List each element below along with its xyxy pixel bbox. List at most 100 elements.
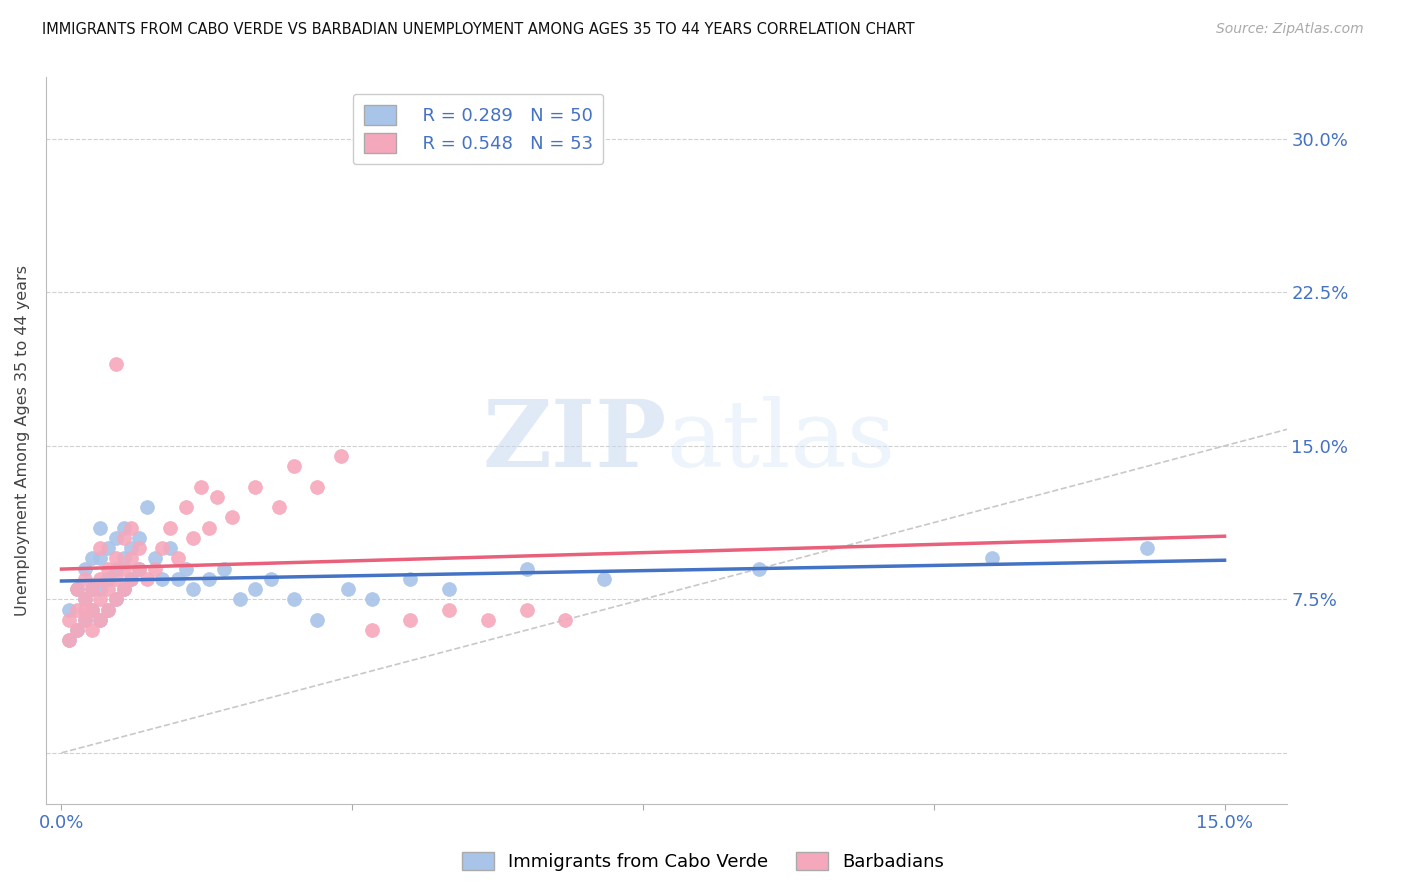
Point — [593, 572, 616, 586]
Point — [89, 541, 111, 556]
Y-axis label: Unemployment Among Ages 35 to 44 years: Unemployment Among Ages 35 to 44 years — [15, 265, 30, 616]
Point — [150, 541, 173, 556]
Point — [337, 582, 360, 596]
Point — [73, 592, 96, 607]
Point — [97, 602, 120, 616]
Point — [112, 531, 135, 545]
Point — [477, 613, 499, 627]
Point — [181, 582, 204, 596]
Point — [104, 592, 127, 607]
Text: ZIP: ZIP — [482, 396, 666, 486]
Point — [82, 602, 104, 616]
Text: IMMIGRANTS FROM CABO VERDE VS BARBADIAN UNEMPLOYMENT AMONG AGES 35 TO 44 YEARS C: IMMIGRANTS FROM CABO VERDE VS BARBADIAN … — [42, 22, 915, 37]
Point — [82, 582, 104, 596]
Point — [174, 500, 197, 515]
Point — [198, 521, 221, 535]
Legend: Immigrants from Cabo Verde, Barbadians: Immigrants from Cabo Verde, Barbadians — [454, 845, 952, 879]
Point — [135, 572, 157, 586]
Point — [66, 582, 89, 596]
Point — [112, 582, 135, 596]
Point — [181, 531, 204, 545]
Point — [58, 602, 80, 616]
Point — [283, 592, 305, 607]
Point — [58, 633, 80, 648]
Point — [112, 521, 135, 535]
Point — [89, 582, 111, 596]
Point — [120, 541, 142, 556]
Point — [128, 541, 150, 556]
Point — [66, 582, 89, 596]
Point — [399, 572, 422, 586]
Point — [112, 582, 135, 596]
Point — [104, 572, 127, 586]
Point — [58, 613, 80, 627]
Point — [128, 561, 150, 575]
Point — [221, 510, 243, 524]
Point — [104, 357, 127, 371]
Point — [120, 572, 142, 586]
Point — [97, 541, 120, 556]
Point — [360, 592, 382, 607]
Point — [229, 592, 252, 607]
Point — [283, 459, 305, 474]
Point — [159, 521, 181, 535]
Point — [198, 572, 221, 586]
Point — [73, 602, 96, 616]
Point — [73, 592, 96, 607]
Point — [97, 602, 120, 616]
Point — [516, 561, 538, 575]
Point — [307, 480, 329, 494]
Point — [205, 490, 228, 504]
Point — [166, 551, 188, 566]
Point — [245, 480, 267, 494]
Point — [104, 592, 127, 607]
Point — [89, 551, 111, 566]
Point — [437, 602, 460, 616]
Point — [73, 561, 96, 575]
Point — [360, 623, 382, 637]
Point — [128, 531, 150, 545]
Point — [120, 521, 142, 535]
Point — [245, 582, 267, 596]
Point — [166, 572, 188, 586]
Legend:   R = 0.289   N = 50,   R = 0.548   N = 53: R = 0.289 N = 50, R = 0.548 N = 53 — [353, 94, 603, 164]
Point — [120, 572, 142, 586]
Point — [399, 613, 422, 627]
Text: atlas: atlas — [666, 396, 896, 486]
Point — [89, 613, 111, 627]
Point — [329, 449, 352, 463]
Point — [260, 572, 283, 586]
Point — [159, 541, 181, 556]
Point — [150, 572, 173, 586]
Point — [214, 561, 236, 575]
Point — [104, 531, 127, 545]
Point — [128, 561, 150, 575]
Point — [190, 480, 212, 494]
Point — [516, 602, 538, 616]
Point — [73, 613, 96, 627]
Point — [73, 613, 96, 627]
Point — [112, 551, 135, 566]
Point — [307, 613, 329, 627]
Point — [143, 551, 166, 566]
Text: Source: ZipAtlas.com: Source: ZipAtlas.com — [1216, 22, 1364, 37]
Point — [89, 592, 111, 607]
Point — [554, 613, 576, 627]
Point — [89, 521, 111, 535]
Point — [66, 623, 89, 637]
Point — [1136, 541, 1159, 556]
Point — [97, 582, 120, 596]
Point — [66, 602, 89, 616]
Point — [82, 623, 104, 637]
Point — [82, 602, 104, 616]
Point — [82, 582, 104, 596]
Point — [267, 500, 290, 515]
Point — [135, 500, 157, 515]
Point — [174, 561, 197, 575]
Point — [97, 572, 120, 586]
Point — [981, 551, 1004, 566]
Point — [748, 561, 770, 575]
Point — [73, 572, 96, 586]
Point — [89, 572, 111, 586]
Point — [89, 613, 111, 627]
